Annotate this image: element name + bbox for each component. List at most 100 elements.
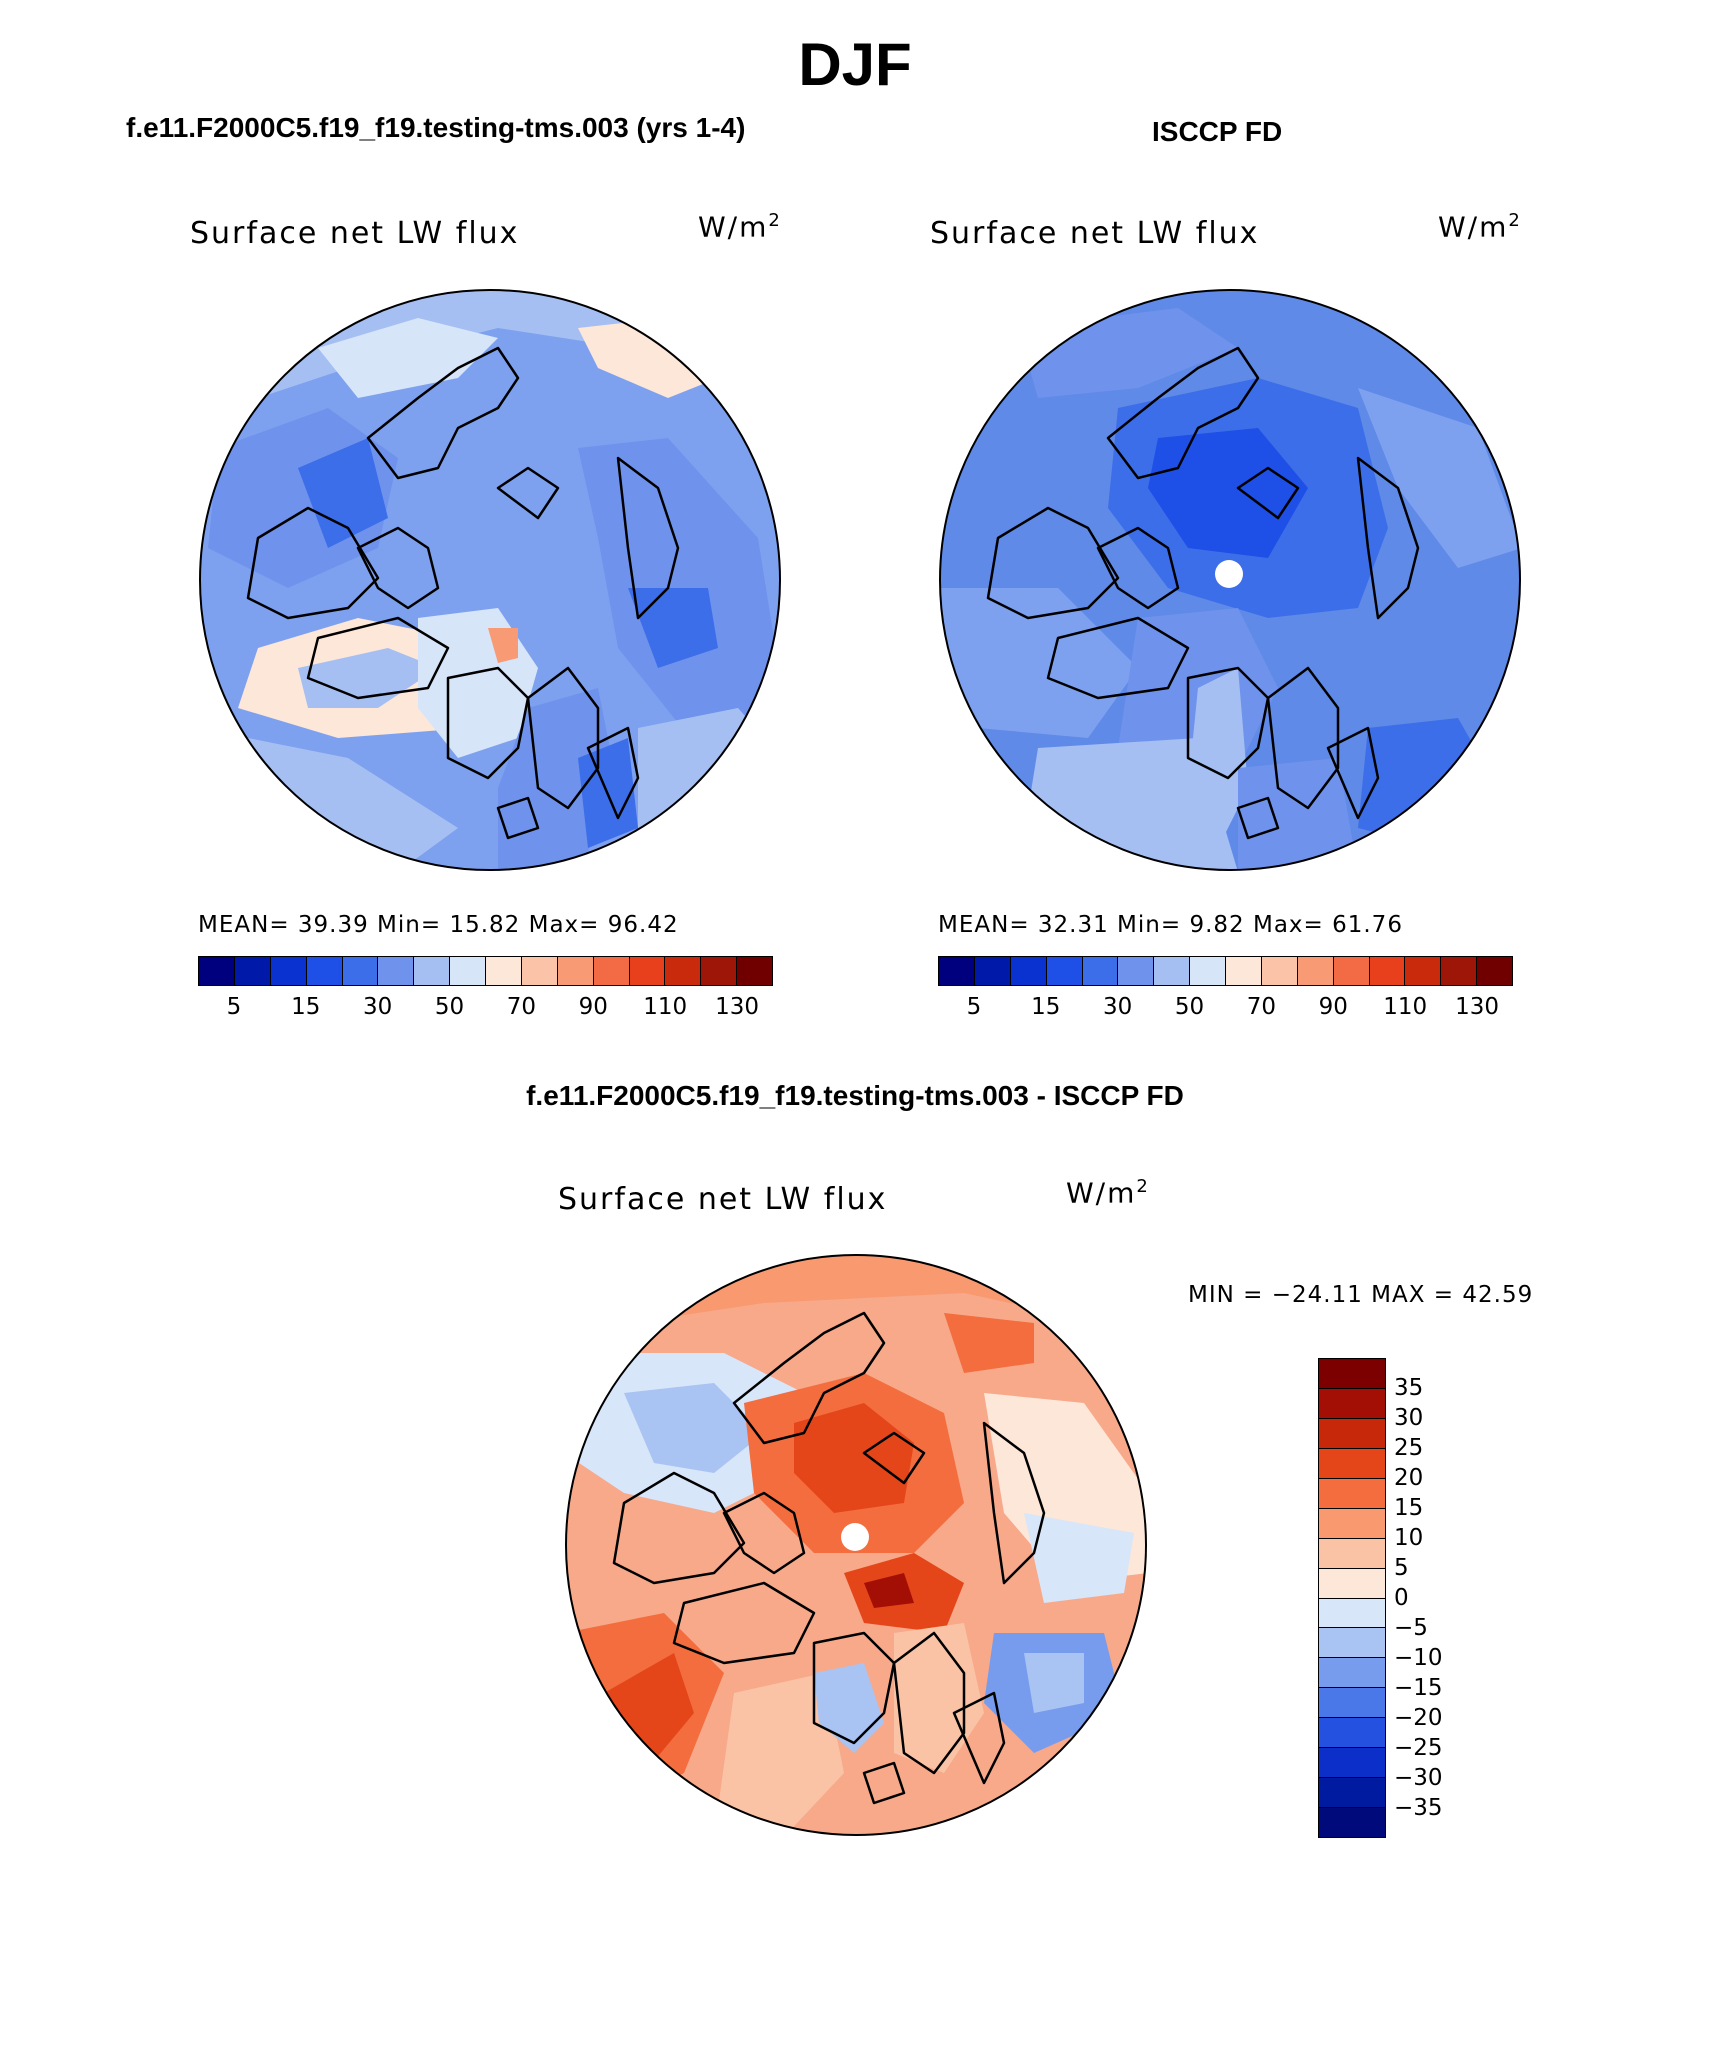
model-polar-map xyxy=(199,289,781,871)
diff-colorbar-box xyxy=(1319,1687,1385,1718)
obs-colorbar-tick-label: 110 xyxy=(1383,994,1428,1020)
diff-colorbar-tick-label: 15 xyxy=(1394,1495,1424,1521)
diff-colorbar-box xyxy=(1319,1477,1385,1508)
model-colorbar-box xyxy=(305,957,342,985)
obs-polar-map xyxy=(939,289,1521,871)
diff-colorbar-tick-label: 35 xyxy=(1394,1375,1424,1401)
obs-colorbar xyxy=(938,956,1513,986)
diff-colorbar-box xyxy=(1319,1359,1385,1388)
diff-colorbar-box xyxy=(1319,1747,1385,1778)
model-colorbar-tick-label: 70 xyxy=(506,994,537,1020)
diff-colorbar-tick-label: −25 xyxy=(1394,1735,1443,1761)
model-colorbar-tick-label: 15 xyxy=(291,994,321,1020)
obs-colorbar-box xyxy=(1404,957,1441,985)
obs-colorbar-tick-label: 130 xyxy=(1455,994,1500,1020)
obs-colorbar-tick-label: 90 xyxy=(1318,994,1348,1020)
diff-colorbar-tick-label: 20 xyxy=(1394,1465,1424,1491)
model-colorbar-box xyxy=(700,957,737,985)
model-colorbar-box xyxy=(664,957,701,985)
obs-colorbar-box xyxy=(1368,957,1405,985)
diff-colorbar-tick-label: −5 xyxy=(1394,1615,1428,1641)
obs-colorbar-tick-label: 50 xyxy=(1174,994,1205,1020)
model-colorbar-box xyxy=(269,957,306,985)
diff-colorbar-tick-label: −35 xyxy=(1394,1795,1443,1821)
model-panel-title: f.e11.F2000C5.f19_f19.testing-tms.003 (y… xyxy=(126,112,746,143)
model-colorbar-tick-label: 5 xyxy=(226,994,242,1020)
model-colorbar-box xyxy=(556,957,593,985)
diff-colorbar-tick-label: 30 xyxy=(1394,1405,1424,1431)
obs-colorbar-box xyxy=(1476,957,1512,985)
model-colorbar xyxy=(198,956,773,986)
diff-colorbar-box xyxy=(1319,1507,1385,1538)
model-units-label: W/m2 xyxy=(698,210,782,244)
obs-colorbar-tick-label: 15 xyxy=(1031,994,1061,1020)
obs-colorbar-ticks: 5 15 30 50 70 90 110 130 xyxy=(938,994,1513,1024)
model-colorbar-box xyxy=(377,957,414,985)
diff-pole-marker xyxy=(841,1523,869,1551)
model-colorbar-tick-label: 30 xyxy=(363,994,393,1020)
diff-colorbar-box xyxy=(1319,1537,1385,1568)
obs-variable-label: Surface net LW flux xyxy=(930,216,1260,251)
diff-colorbar-tick-label: −30 xyxy=(1394,1765,1443,1791)
diff-colorbar-tick-label: 25 xyxy=(1394,1435,1424,1461)
model-colorbar-box xyxy=(592,957,629,985)
model-colorbar-box xyxy=(736,957,772,985)
obs-colorbar-box xyxy=(1153,957,1190,985)
diff-colorbar-tick-label: −15 xyxy=(1394,1675,1443,1701)
diff-map-border xyxy=(565,1254,1147,1836)
model-colorbar-box xyxy=(341,957,378,985)
obs-colorbar-box xyxy=(1009,957,1046,985)
model-colorbar-tick-label: 50 xyxy=(434,994,465,1020)
model-colorbar-box xyxy=(628,957,665,985)
diff-colorbar-box xyxy=(1319,1597,1385,1628)
diff-variable-label: Surface net LW flux xyxy=(558,1182,888,1217)
obs-colorbar-box xyxy=(1225,957,1261,985)
diff-colorbar-tick-label: 5 xyxy=(1394,1555,1409,1581)
obs-colorbar-tick-label: 30 xyxy=(1103,994,1133,1020)
model-colorbar-tick-label: 130 xyxy=(715,994,760,1020)
obs-panel-title: ISCCP FD xyxy=(1152,116,1283,147)
obs-colorbar-box xyxy=(1117,957,1154,985)
diff-colorbar-box xyxy=(1319,1657,1385,1688)
model-colorbar-box xyxy=(520,957,557,985)
diff-colorbar-box xyxy=(1319,1387,1385,1418)
obs-colorbar-box xyxy=(1045,957,1082,985)
diff-coastlines xyxy=(612,1311,1046,1805)
diff-colorbar-tick-label: −20 xyxy=(1394,1705,1443,1731)
diff-colorbar-box xyxy=(1319,1447,1385,1478)
obs-map-border xyxy=(939,289,1521,871)
obs-colorbar-box xyxy=(973,957,1010,985)
model-colorbar-box xyxy=(199,957,234,985)
model-colorbar-tick-label: 90 xyxy=(578,994,608,1020)
obs-colorbar-box xyxy=(1296,957,1333,985)
diff-stats: MIN = −24.11 MAX = 42.59 xyxy=(1188,1282,1534,1308)
obs-pole-marker xyxy=(1215,560,1243,588)
obs-colorbar-box xyxy=(1440,957,1477,985)
obs-colorbar-box xyxy=(1260,957,1297,985)
model-map-border xyxy=(199,289,781,871)
model-colorbar-box xyxy=(233,957,270,985)
diff-panel-title: f.e11.F2000C5.f19_f19.testing-tms.003 - … xyxy=(526,1080,1184,1111)
diff-colorbar-tick-label: 10 xyxy=(1394,1525,1424,1551)
diff-colorbar-box xyxy=(1319,1807,1385,1837)
model-stats: MEAN= 39.39 Min= 15.82 Max= 96.42 xyxy=(198,912,679,938)
diff-colorbar-ticks: 35 30 25 20 15 10 5 0 −5 −10 −15 −20 −25 −30 −35 xyxy=(1394,1358,1474,1838)
obs-colorbar-box xyxy=(1189,957,1225,985)
obs-colorbar-box xyxy=(1081,957,1118,985)
diff-polar-map xyxy=(565,1254,1147,1836)
diff-colorbar-box xyxy=(1319,1777,1385,1808)
obs-coastlines xyxy=(986,346,1420,840)
obs-units-label: W/m2 xyxy=(1438,210,1522,244)
diff-colorbar-box xyxy=(1319,1417,1385,1448)
model-colorbar-box xyxy=(449,957,485,985)
diff-colorbar-box xyxy=(1319,1567,1385,1598)
obs-stats: MEAN= 32.31 Min= 9.82 Max= 61.76 xyxy=(938,912,1403,938)
diff-units-label: W/m2 xyxy=(1066,1176,1150,1210)
model-colorbar-tick-label: 110 xyxy=(643,994,688,1020)
figure-title: DJF xyxy=(798,31,912,98)
obs-colorbar-tick-label: 5 xyxy=(966,994,982,1020)
diff-colorbar-tick-label: 0 xyxy=(1394,1585,1409,1611)
obs-colorbar-tick-label: 70 xyxy=(1246,994,1277,1020)
obs-colorbar-box xyxy=(939,957,974,985)
model-colorbar-ticks: 5 15 30 50 70 90 110 130 xyxy=(198,994,773,1024)
